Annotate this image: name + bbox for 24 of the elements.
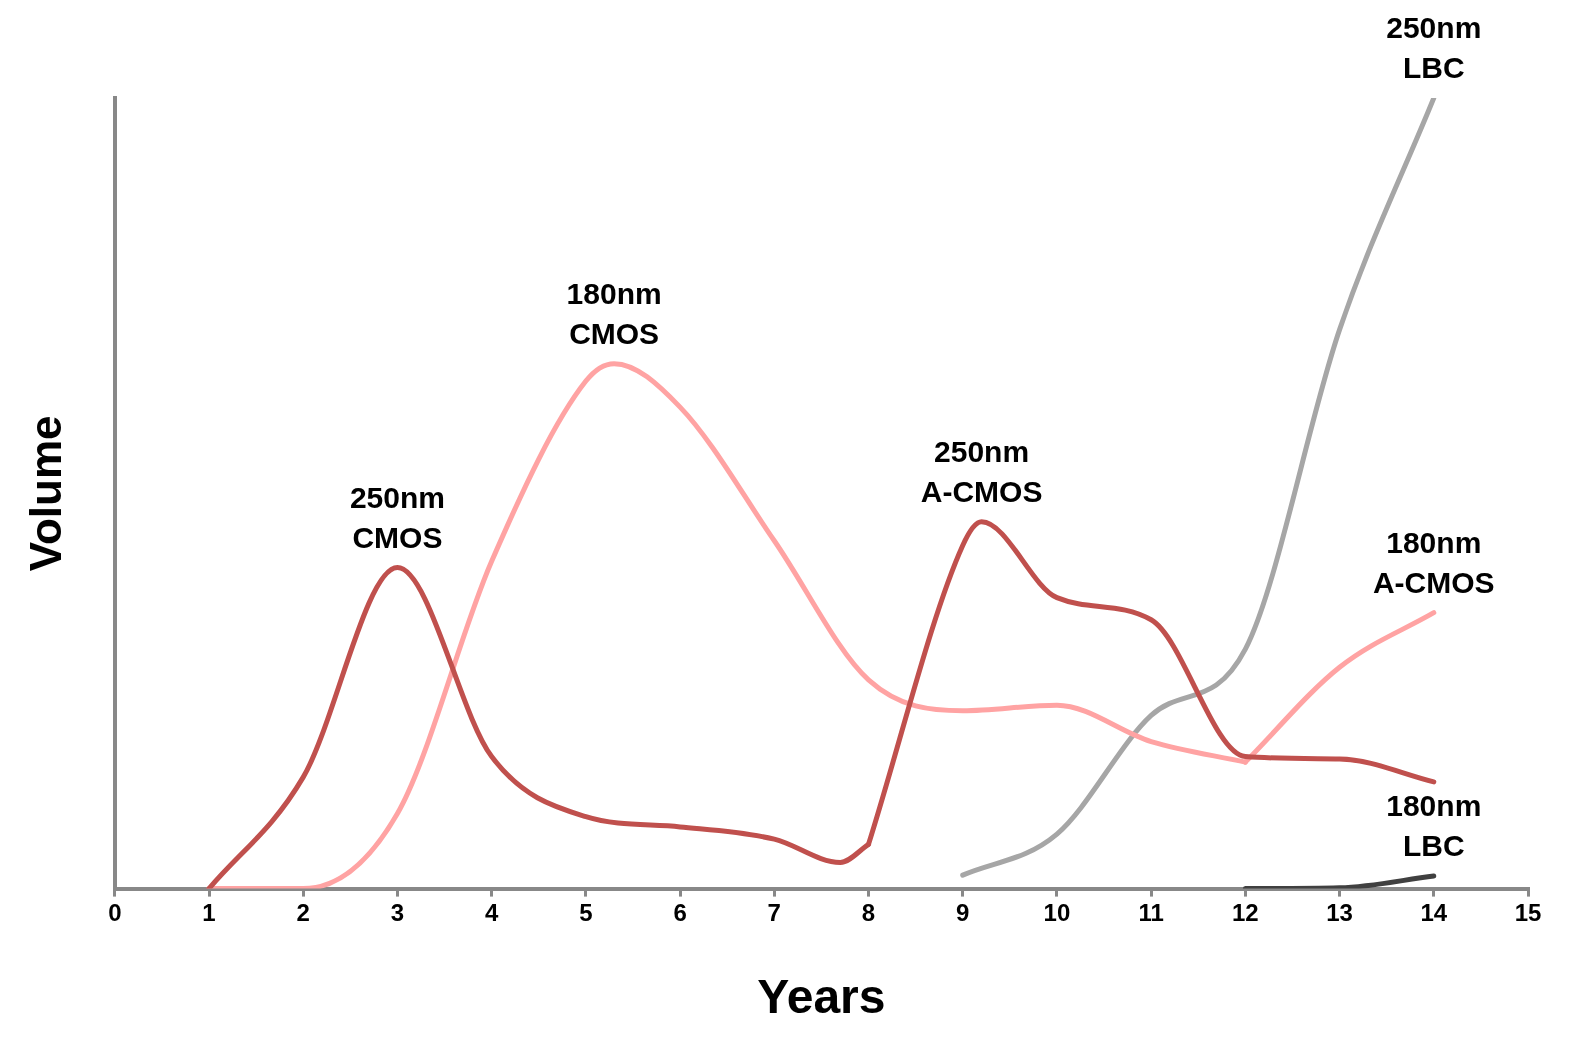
- series-label: 250nm LBC: [1386, 11, 1482, 84]
- x-tick-label: 6: [673, 898, 687, 926]
- x-tick-label: 13: [1326, 898, 1353, 926]
- x-axis-title: Years: [757, 970, 886, 1024]
- series-label: 250nm CMOS: [349, 480, 445, 554]
- x-tick-label: 2: [296, 898, 310, 926]
- x-tick-label: 4: [484, 898, 499, 926]
- x-tick-label: 14: [1420, 898, 1448, 926]
- series-label: 250nm A-CMOS: [920, 434, 1043, 508]
- x-tick-label: 8: [861, 898, 876, 926]
- series-label: 180nm LBC: [1386, 788, 1482, 862]
- x-tick-label: 3: [390, 898, 405, 926]
- x-tick-label: 10: [1043, 898, 1071, 926]
- series-label: 180nm A-CMOS: [1372, 525, 1495, 599]
- x-tick-label: 7: [767, 898, 781, 926]
- x-tick-label: 0: [108, 898, 122, 926]
- series-label: 180nm CMOS: [566, 276, 662, 350]
- y-axis-title: Volume: [20, 415, 70, 572]
- x-tick-label: 12: [1232, 898, 1259, 926]
- x-tick-label: 11: [1138, 898, 1164, 926]
- x-tick-label: 1: [202, 898, 216, 926]
- x-tick-label: 5: [579, 898, 593, 926]
- x-tick-label: 9: [956, 898, 970, 926]
- x-tick-label: 15: [1514, 898, 1542, 926]
